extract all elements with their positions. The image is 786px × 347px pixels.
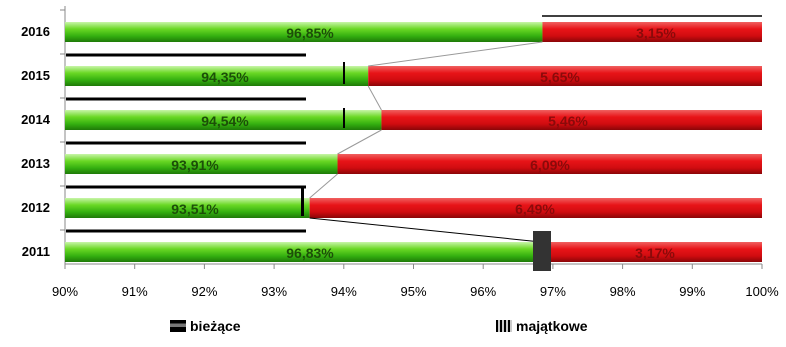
connector-line (310, 218, 541, 242)
x-tick-label: 97% (540, 284, 566, 299)
x-tick-label: 99% (679, 284, 705, 299)
x-tick-label: 100% (745, 284, 779, 299)
data-label-biezace: 93,51% (171, 201, 219, 217)
y-tick-label: 2016 (21, 24, 50, 39)
y-tick-label: 2011 (22, 244, 50, 259)
row-separator (66, 186, 306, 189)
x-tick-label: 92% (191, 284, 217, 299)
connector-line (368, 42, 542, 66)
boundary-mark (343, 108, 345, 128)
y-tick-label: 2012 (21, 200, 50, 215)
row-separator (66, 142, 306, 145)
x-tick-label: 95% (400, 284, 426, 299)
data-label-biezace: 94,35% (201, 69, 249, 85)
legend-swatch-biezace (170, 320, 186, 332)
x-tick-label: 91% (122, 284, 148, 299)
legend-label-majatkowe: majątkowe (516, 318, 588, 334)
x-tick-label: 96% (470, 284, 496, 299)
connector-line (368, 86, 381, 110)
decorations (66, 16, 762, 271)
data-label-majatkowe: 5,46% (548, 113, 588, 129)
data-label-biezace: 94,54% (201, 113, 249, 129)
y-tick-label: 2014 (21, 112, 51, 127)
data-label-biezace: 93,91% (171, 157, 219, 173)
row-separator (66, 98, 306, 101)
boundary-mark (343, 62, 345, 84)
data-label-biezace: 96,83% (286, 245, 334, 261)
y-tick-label: 2015 (21, 68, 50, 83)
legend-label-biezace: bieżące (190, 318, 241, 334)
connector-line (338, 130, 382, 154)
data-label-majatkowe: 3,17% (635, 245, 675, 261)
boundary-mark (301, 188, 304, 216)
data-label-biezace: 96,85% (286, 25, 334, 41)
legend-item-majatkowe: majątkowe (496, 318, 588, 334)
data-label-majatkowe: 6,49% (515, 201, 555, 217)
x-tick-label: 90% (52, 284, 78, 299)
x-tick-label: 98% (610, 284, 636, 299)
x-tick-label: 94% (331, 284, 357, 299)
legend-swatch-majatkowe (496, 320, 512, 332)
legend-item-biezace: bieżące (170, 318, 241, 334)
row-separator (66, 54, 306, 57)
x-tick-label: 93% (261, 284, 287, 299)
connector-line (310, 174, 338, 198)
data-label-majatkowe: 6,09% (530, 157, 570, 173)
data-label-majatkowe: 5,65% (540, 69, 580, 85)
row-separator (66, 230, 306, 233)
boundary-mark (533, 231, 551, 271)
data-label-majatkowe: 3,15% (636, 25, 676, 41)
y-tick-label: 2013 (21, 156, 50, 171)
